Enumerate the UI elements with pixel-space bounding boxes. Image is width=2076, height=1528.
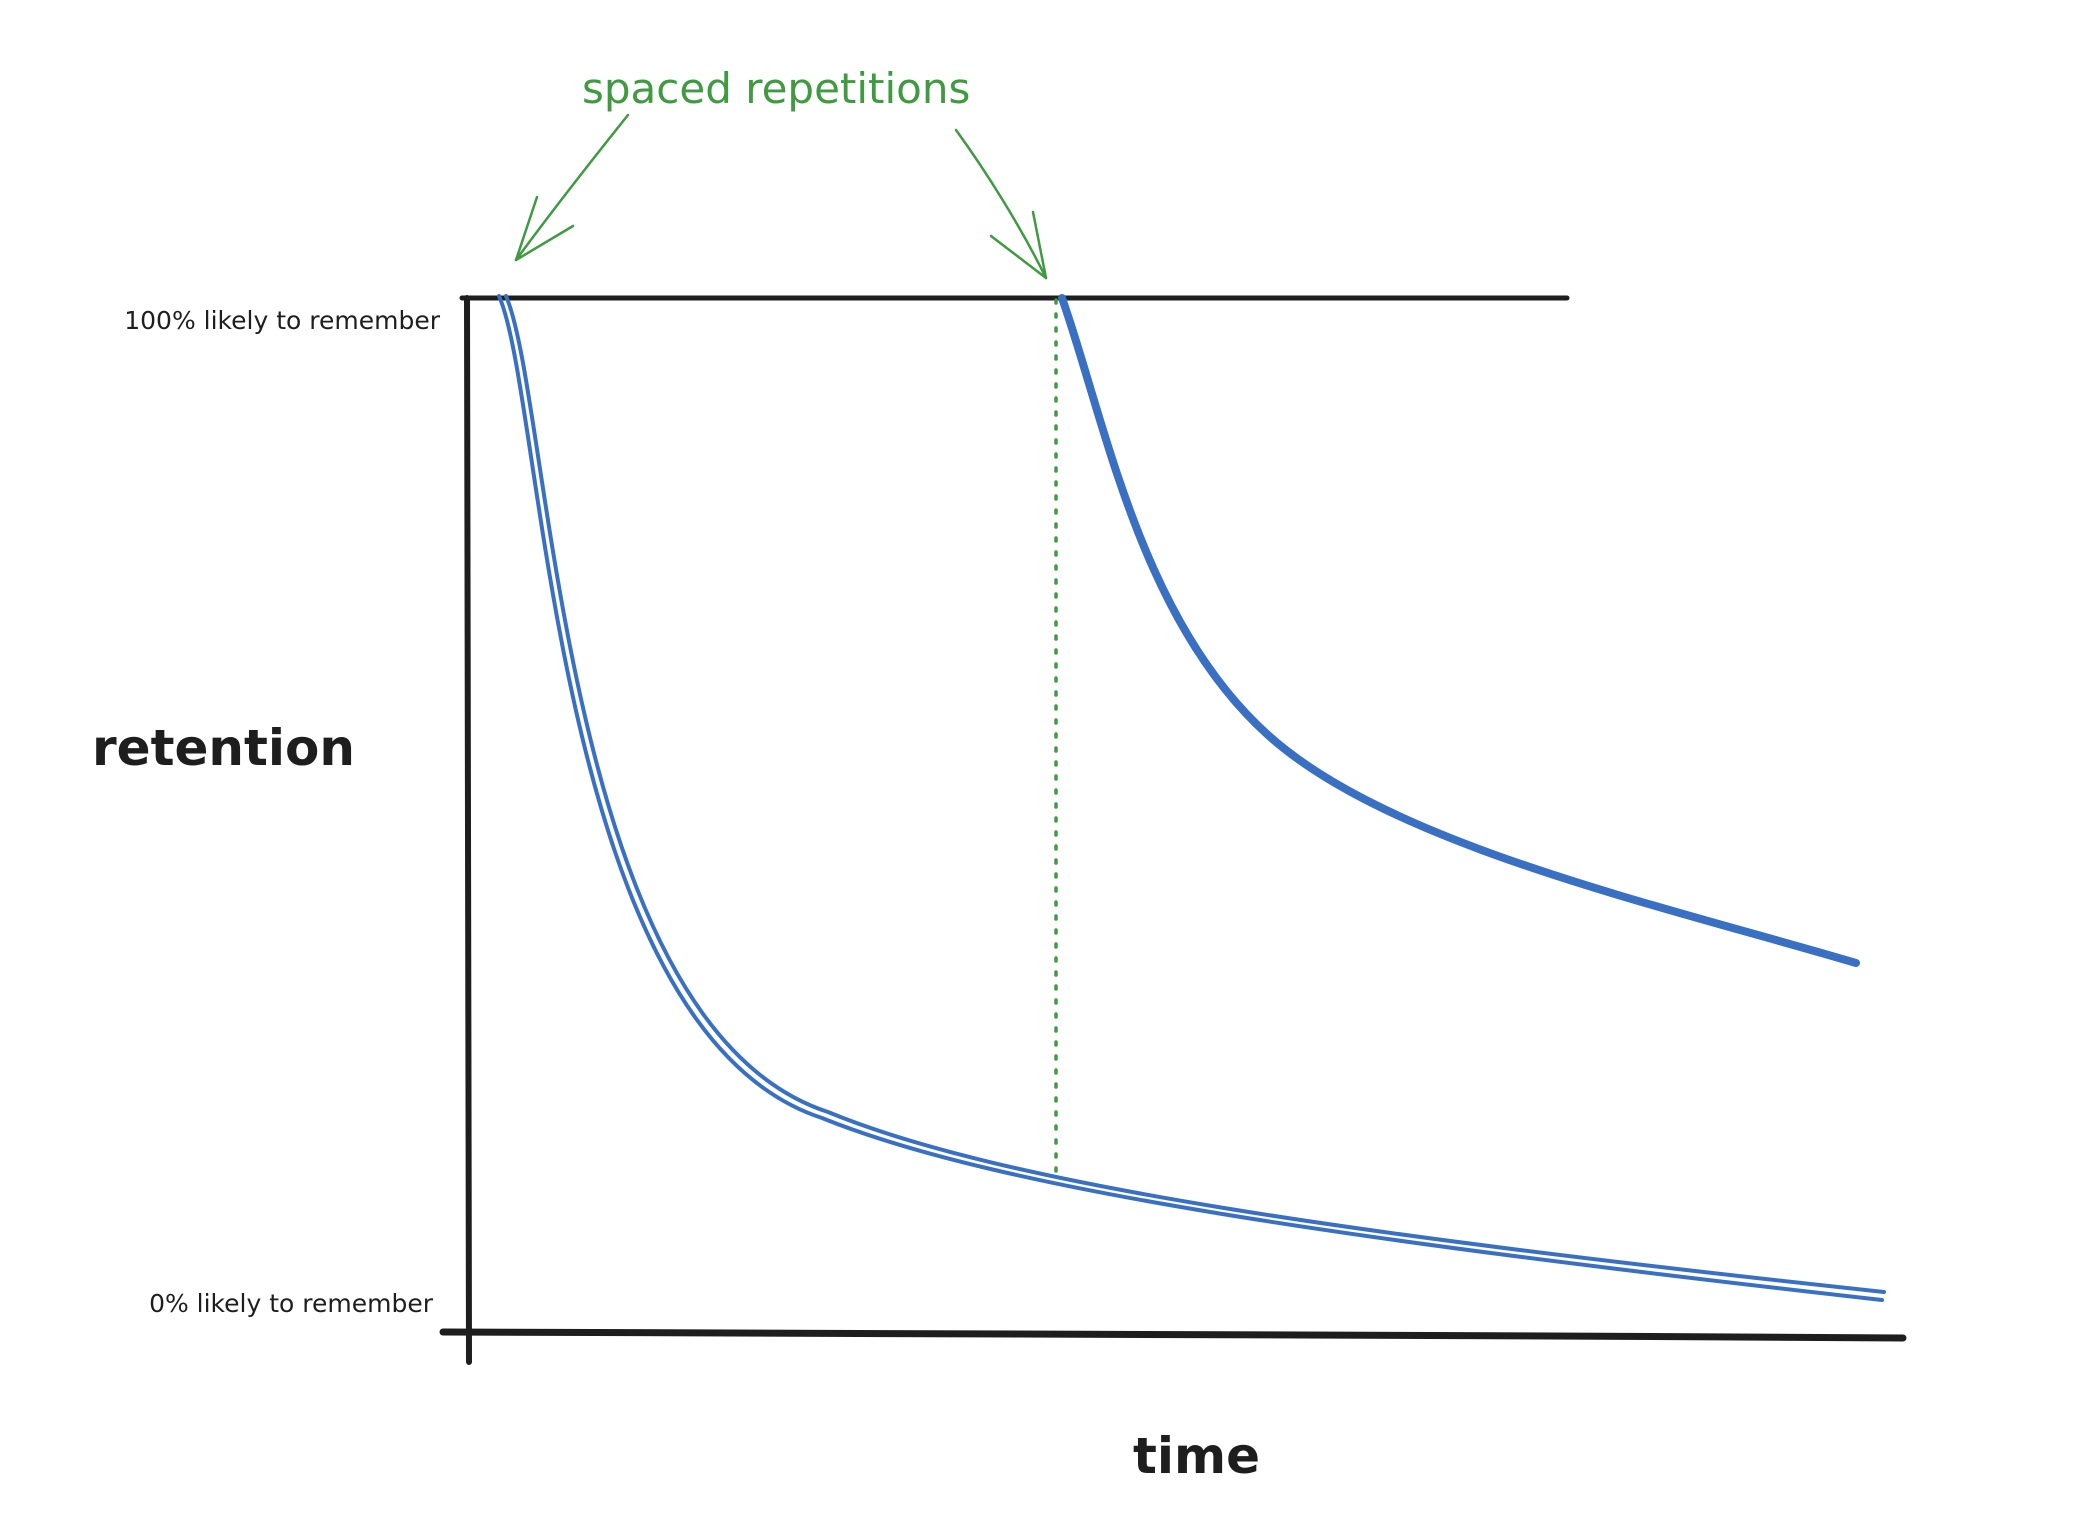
- bottom-level-label: 0% likely to remember: [149, 1289, 434, 1318]
- x-axis-label: time: [1133, 1427, 1260, 1485]
- forgetting-curve-after-repetition: [1058, 294, 1860, 967]
- left-arrow-head: [514, 195, 575, 262]
- right-arrow-shaft: [954, 128, 1048, 280]
- axes: [439, 295, 1907, 1365]
- spaced-repetitions-label: spaced repetitions: [582, 64, 970, 113]
- forgetting-curve-initial: [497, 294, 1886, 1302]
- y-axis-label: retention: [92, 719, 355, 777]
- forgetting-curve-initial-stroke-a: [497, 294, 1884, 1302]
- top-level-label: 100% likely to remember: [124, 306, 440, 335]
- forgetting-curve-initial-stroke-b: [504, 294, 1886, 1294]
- annotation-arrows: [514, 113, 1048, 280]
- left-arrow: [514, 113, 630, 262]
- right-arrow: [954, 128, 1048, 280]
- y-axis-line: [464, 295, 472, 1365]
- right-arrow-head: [989, 210, 1048, 280]
- x-axis-line: [439, 1328, 1907, 1342]
- left-arrow-shaft: [514, 113, 630, 262]
